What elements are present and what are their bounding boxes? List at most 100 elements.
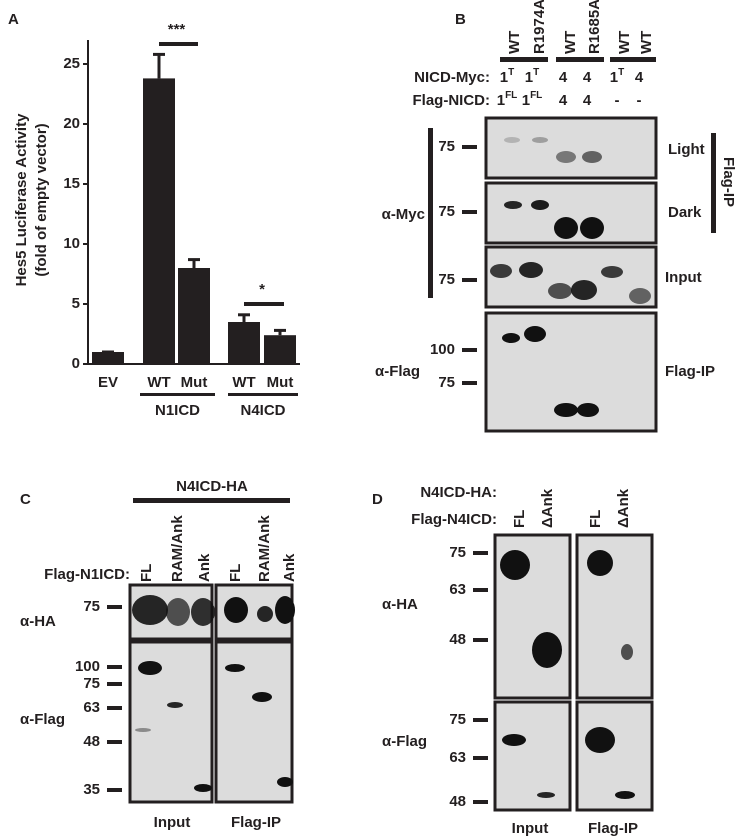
bracket-bar [473,800,488,804]
group-label: N4ICD [240,402,285,419]
band [524,326,546,342]
band [500,550,530,580]
row-value: 4 [635,69,644,86]
marker-label: 100 [430,341,455,358]
bracket-bar [473,718,488,722]
panel-label: A [8,11,19,28]
band [554,217,578,239]
band [601,266,623,278]
band [252,692,272,702]
x-tick-label: Mut [181,374,208,391]
row-value: 4 [583,69,592,86]
panel-label: C [20,491,31,508]
error-bar [274,328,286,336]
y-axis-title: Hes5 Luciferase Activity [13,113,30,287]
band [556,151,576,163]
blot-box [484,245,658,309]
error-bar [188,258,200,268]
bracket-bar [107,665,122,669]
band [502,734,526,746]
band [166,598,190,626]
bracket-bar [462,381,477,385]
marker-label: 63 [449,749,466,766]
value-sup: T [508,67,514,78]
bracket-bar [428,128,433,298]
bracket-bar [462,145,477,149]
marker-label: 75 [438,203,455,220]
value-main: 4 [559,92,568,109]
value-sup: FL [530,90,542,101]
lane-label: RAM/Ank [256,515,273,582]
bracket-bar [473,756,488,760]
bottom-label: Flag-IP [231,814,281,831]
band [194,784,212,792]
lane-label: FL [511,510,528,528]
antibody-label: α-Myc [382,206,425,223]
antibody-label: α-HA [20,613,56,630]
band [585,727,615,753]
bottom-label: Flag-IP [588,820,638,837]
bracket-bar [610,57,656,62]
band [548,283,572,299]
value-main: 1 [525,69,533,86]
error-bar [238,313,250,322]
panel-label: B [455,11,466,28]
bracket-bar [462,278,477,282]
marker-label: 75 [438,271,455,288]
band [225,664,245,672]
x-tick-label: EV [98,374,118,391]
lane-label: WT [616,31,633,54]
marker-label: 75 [438,138,455,155]
bracket-bar [107,740,122,744]
value-main: - [615,92,620,109]
band [629,288,651,304]
band [191,598,215,626]
band [537,792,555,798]
row-label: Flag-NICD: [413,92,491,109]
bar [228,322,260,364]
bracket-bar [107,788,122,792]
bracket-bar [500,57,548,62]
row-value: 1FL [522,90,543,109]
band [532,632,562,668]
bracket-bar [473,638,488,642]
value-main: 4 [635,69,644,86]
value-main: 4 [559,69,568,86]
marker-label: 48 [449,631,466,648]
lane-label: WT [506,31,523,54]
row-value: 1T [500,67,514,86]
marker-label: 75 [83,598,100,615]
band [167,702,183,708]
panel-label: D [372,491,383,508]
lane-label: ΔAnk [615,488,632,528]
marker-label: 75 [449,711,466,728]
lane-label: FL [138,564,155,582]
band [532,137,548,143]
bracket-bar [462,210,477,214]
bottom-label: Input [512,820,549,837]
band [519,262,543,278]
y-tick-label: 20 [63,115,80,132]
band [582,151,602,163]
antibody-label: α-HA [382,596,418,613]
bracket-bar [473,551,488,555]
band [587,550,613,576]
side-label: Input [665,269,702,286]
lane-label: Ank [281,553,298,582]
marker-label: 75 [83,675,100,692]
band [277,777,293,787]
bracket-bar [107,605,122,609]
lane-label: Ank [196,553,213,582]
value-sup: T [618,67,624,78]
lane-label: FL [227,564,244,582]
band [275,596,295,624]
bar [178,268,210,364]
bracket-bar [159,42,198,46]
band [531,200,549,210]
band [490,264,512,278]
value-main: 1 [497,92,505,109]
bracket-label: Flag-IP [720,157,737,207]
bracket-bar [711,133,716,233]
error-bar [153,52,165,79]
band [571,280,597,300]
